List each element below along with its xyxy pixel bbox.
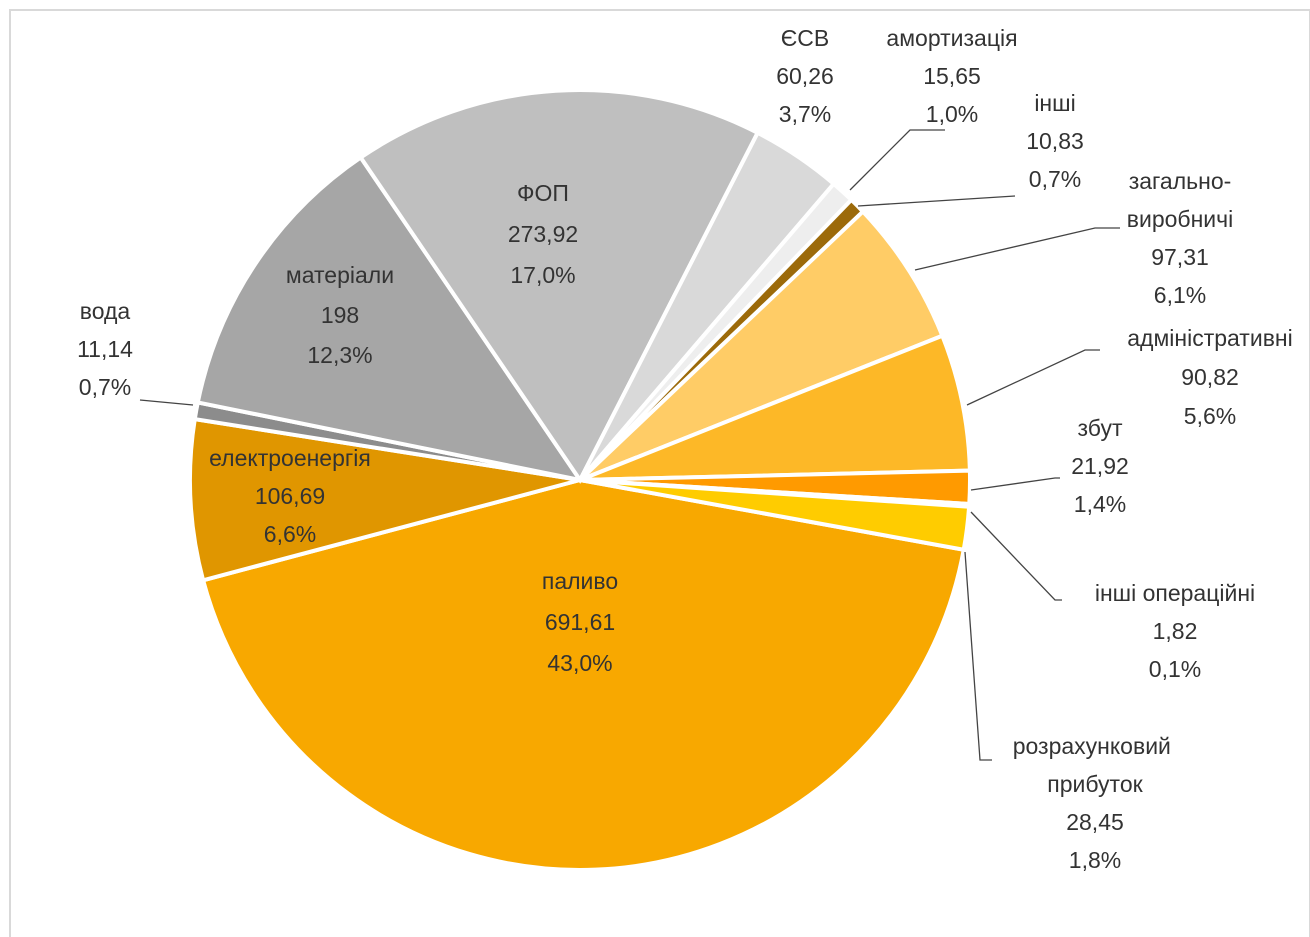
value-label: 10,83 xyxy=(1026,128,1084,154)
category-label-part: прибуток xyxy=(1047,771,1143,797)
leader-line xyxy=(849,129,945,191)
percent-label: 1,0% xyxy=(926,101,978,127)
category-label: розрахунковий прибуток xyxy=(1013,733,1178,797)
leader-line xyxy=(139,399,194,406)
percent-label: 1,4% xyxy=(1074,491,1126,517)
leader-line xyxy=(857,195,1016,207)
value-label: 60,26 xyxy=(776,63,834,89)
value-label: 21,92 xyxy=(1071,453,1129,479)
value-label: 28,45 xyxy=(1066,809,1124,835)
category-label: паливо xyxy=(542,568,618,594)
percent-label: 12,3% xyxy=(307,342,372,368)
category-label: адміністративні xyxy=(1127,325,1292,351)
pie-slice xyxy=(579,478,972,553)
category-label-part: виробничі xyxy=(1127,206,1233,232)
value-label: 1,82 xyxy=(1153,618,1198,644)
percent-label: 6,1% xyxy=(1154,282,1206,308)
category-label: інші xyxy=(1034,90,1075,116)
leader-line xyxy=(970,477,1060,491)
pie-slice xyxy=(579,333,972,482)
percent-label: 1,8% xyxy=(1069,847,1121,873)
pie-slice xyxy=(578,208,945,482)
value-label: 273,92 xyxy=(508,221,578,247)
percent-label: 6,6% xyxy=(264,521,316,547)
pie-slice xyxy=(188,416,581,583)
pie-slice xyxy=(195,154,585,483)
category-label: ЄСВ xyxy=(781,25,829,51)
percent-label: 0,1% xyxy=(1149,656,1201,682)
percent-label: 17,0% xyxy=(510,262,575,288)
value-label: 11,14 xyxy=(77,336,133,362)
percent-label: 0,7% xyxy=(79,374,131,400)
category-label-part: розрахунковий xyxy=(1013,733,1178,759)
value-label: 97,31 xyxy=(1151,244,1209,270)
category-label: амортизація xyxy=(886,25,1017,51)
percent-label: 3,7% xyxy=(779,101,831,127)
pie-slice xyxy=(357,88,761,484)
percent-label: 43,0% xyxy=(547,650,612,676)
category-label-part: загально- xyxy=(1129,168,1232,194)
pie-slice xyxy=(200,477,967,872)
category-label: інші операційні xyxy=(1095,580,1255,606)
category-label: загально-виробничі xyxy=(1127,168,1233,232)
leader-line xyxy=(914,227,1120,271)
category-label: ФОП xyxy=(517,180,569,206)
category-label: збут xyxy=(1078,415,1123,441)
value-label: 691,61 xyxy=(545,609,615,635)
percent-label: 5,6% xyxy=(1184,403,1236,429)
percent-label: 0,7% xyxy=(1029,166,1081,192)
leader-line xyxy=(964,551,992,761)
leader-line xyxy=(966,349,1100,406)
chart-frame xyxy=(9,9,1310,937)
value-label: 198 xyxy=(321,302,359,328)
leader-line xyxy=(970,511,1062,601)
value-label: 90,82 xyxy=(1181,364,1239,390)
category-label: матеріали xyxy=(286,262,394,288)
category-label: вода xyxy=(80,298,131,324)
category-label: електроенергія xyxy=(209,445,371,471)
value-label: 15,65 xyxy=(923,63,981,89)
value-label: 106,69 xyxy=(255,483,325,509)
